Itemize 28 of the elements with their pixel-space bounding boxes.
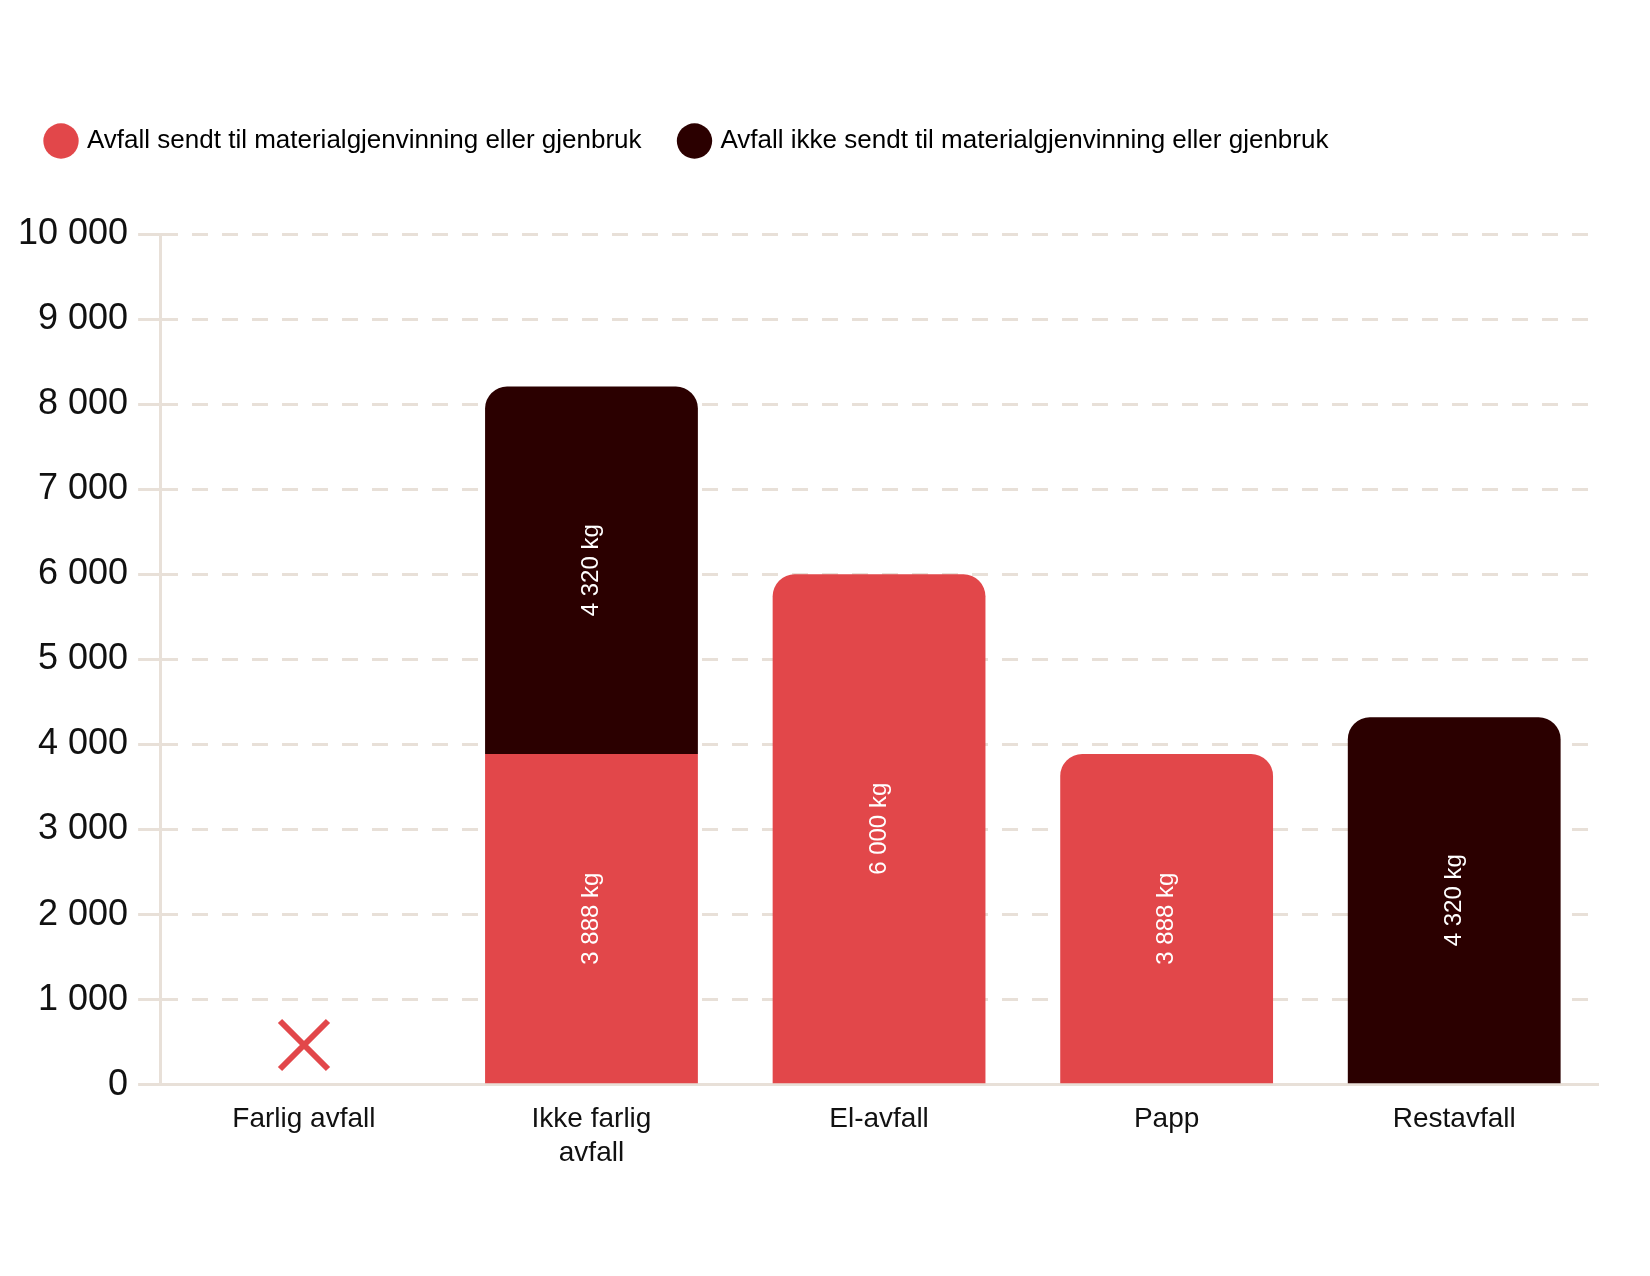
y-tick-label: 5 000 [38, 636, 129, 678]
y-tick-label: 0 [108, 1061, 129, 1103]
y-tick-label: 1 000 [38, 976, 129, 1018]
legend-label: Avfall sendt til materialgjenvinning eller gjenbruk [87, 124, 643, 155]
y-tick-label: 7 000 [38, 466, 129, 508]
data-label: 4 320 kg [1438, 854, 1466, 947]
x-tick-label: El-avfall [829, 1102, 929, 1134]
bar [485, 754, 698, 1084]
x-tick-label: Ikke farlig avfall [531, 1102, 652, 1167]
bar [1060, 754, 1274, 1084]
bar [485, 386, 698, 755]
bar [772, 574, 986, 1084]
y-tick-label: 2 000 [38, 891, 129, 933]
x-tick-label: Farlig avfall [232, 1102, 376, 1134]
y-tick-label: 3 000 [38, 806, 129, 848]
x-tick-label: Papp [1133, 1102, 1200, 1134]
y-tick-label: 6 000 [38, 551, 129, 593]
legend-label: Avfall ikke sendt til materialgjenvinning eller gjenbruk [720, 124, 1330, 155]
data-label: 3 888 kg [576, 872, 604, 965]
bar [1347, 717, 1561, 1084]
data-label: 4 320 kg [576, 524, 604, 617]
x-tick-label: Restavfall [1392, 1102, 1516, 1134]
data-label: 3 888 kg [1151, 872, 1179, 965]
y-tick-label: 8 000 [38, 381, 129, 423]
data-label: 6 000 kg [863, 782, 891, 875]
y-tick-label: 9 000 [38, 296, 129, 337]
y-tick-label: 4 000 [38, 721, 129, 763]
y-tick-label: 10 000 [18, 210, 129, 252]
